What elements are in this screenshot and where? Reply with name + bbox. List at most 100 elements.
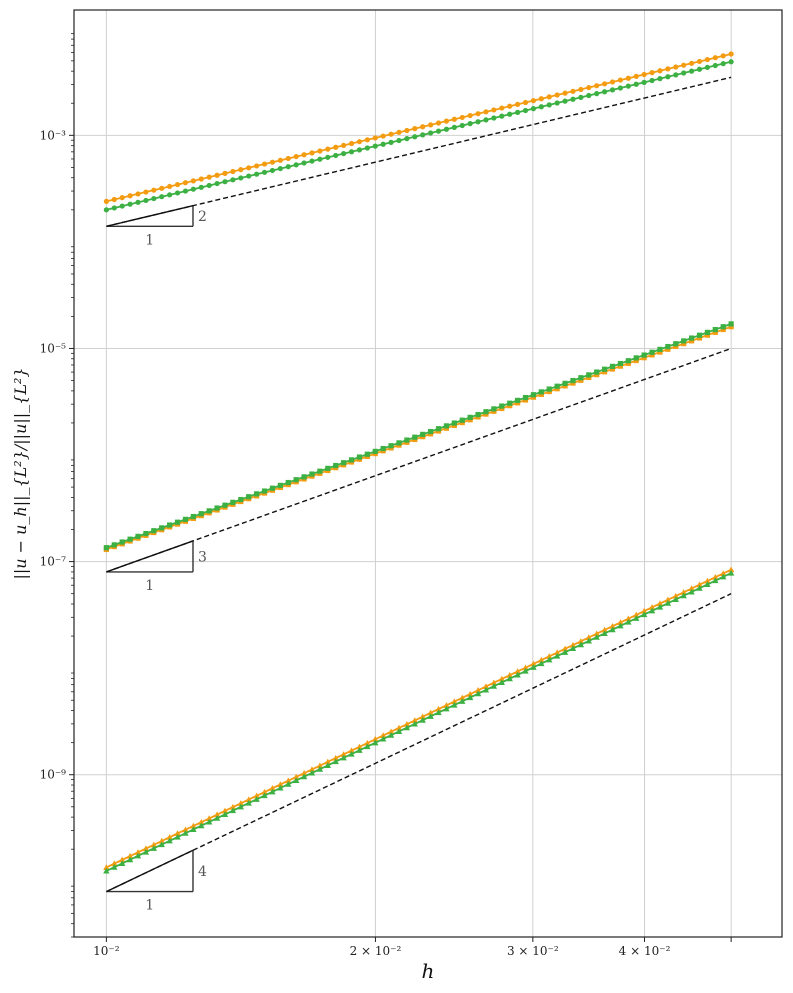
y-axis-label: ||u − u_h||_{L²}/||u||_{L²} [11,367,30,579]
data-point [570,377,576,384]
triangle-rise-label: 4 [198,864,207,880]
data-point [253,796,260,802]
data-point [443,126,450,132]
data-point [300,773,308,780]
data-point [467,414,473,420]
data-point [609,622,616,629]
data-point [190,826,197,833]
data-point [530,392,537,398]
data-point [380,141,386,147]
data-point [325,146,331,152]
data-point [601,626,608,633]
data-point [640,607,648,614]
data-point [396,129,402,135]
reference-slope-line [106,76,732,228]
data-point [681,70,687,76]
data-point [728,51,734,57]
data-point [712,326,718,333]
data-point [506,675,513,682]
data-point [704,329,711,335]
data-point [515,101,521,107]
data-point [277,165,283,172]
data-point [546,653,553,659]
data-point [712,62,718,69]
data-point [221,811,229,817]
data-point [174,181,181,188]
data-point [428,428,434,435]
data-point [427,713,434,719]
data-point [648,604,656,610]
data-point [301,474,307,480]
data-point [134,852,142,859]
data-point [150,845,158,851]
data-point [602,366,608,372]
data-point [562,380,568,386]
data-point [159,185,165,191]
data-point [404,136,410,142]
data-point [578,86,584,93]
y-tick-label: 10⁻⁷ [40,555,67,569]
data-point [356,454,363,460]
data-point [205,815,213,821]
data-point [451,116,457,122]
data-point [577,641,585,648]
data-point [649,349,655,355]
data-point [491,406,497,412]
data-point [633,73,639,79]
data-point [103,198,109,204]
data-point [142,845,150,852]
data-point [348,750,355,757]
triangle-rise-label: 3 [198,549,207,565]
data-point [309,158,315,164]
data-point [443,702,450,708]
data-point [665,66,671,72]
data-point [269,485,276,491]
data-point [443,118,450,124]
data-point [285,164,291,170]
data-point [696,581,703,588]
data-point [467,121,473,127]
data-point [569,645,577,652]
data-point [649,77,655,84]
data-point [625,358,631,364]
data-point [341,460,347,466]
data-point [158,841,165,848]
data-point [490,682,498,689]
data-point [214,505,220,511]
data-point [594,369,600,375]
data-point [491,107,497,113]
data-point [459,698,466,704]
data-point [403,724,411,731]
data-point [301,160,307,166]
data-point [522,394,529,401]
data-point [617,85,624,91]
data-point [688,588,695,595]
data-point [127,193,133,199]
data-point [166,834,173,840]
data-point [190,822,197,829]
data-point [585,634,592,641]
data-point [111,860,118,867]
data-point [246,494,252,500]
data-point [443,423,450,429]
data-point [553,649,561,656]
data-point [727,566,735,573]
data-point [222,179,228,185]
green-series-order-4 [103,569,735,874]
data-point [665,74,671,80]
data-point [577,638,585,644]
data-point [727,569,735,576]
data-point [720,326,726,333]
data-point [372,448,378,454]
data-point [420,124,426,130]
data-point [435,705,442,712]
data-point [135,533,141,539]
data-point [277,157,283,163]
data-point [111,542,117,548]
data-point [364,743,371,750]
data-point [720,573,727,580]
data-point [459,114,465,121]
data-point [293,477,299,483]
data-point [586,92,592,99]
